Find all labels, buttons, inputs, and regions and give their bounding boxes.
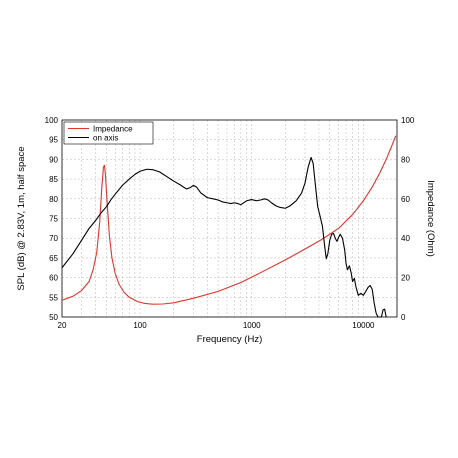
y-tick-labels: 50 55 60 65 70 75 80 85 90 95 100 (45, 116, 59, 322)
x-tick-labels: 20 100 1000 10000 (58, 321, 376, 330)
y-axis-label: SPL (dB) @ 2.83V, 1m, half space (16, 146, 27, 290)
y2-tick-label: 60 (401, 195, 410, 204)
y-tick-label: 70 (49, 234, 58, 243)
legend-label-on-axis: on axis (93, 134, 118, 143)
x-tick-label: 1000 (243, 321, 261, 330)
plot-frame (61, 119, 398, 318)
y2-tick-label: 0 (401, 313, 406, 322)
y2-tick-label: 20 (401, 274, 410, 283)
x-tick-label: 100 (133, 321, 147, 330)
series-line-impedance (61, 135, 397, 305)
y-tick-label: 80 (49, 195, 58, 204)
legend-box (63, 121, 154, 145)
y2-tick-label: 40 (401, 234, 410, 243)
series-line-on-axis (61, 156, 387, 318)
y-tick-label: 85 (49, 175, 58, 184)
y-tick-label: 90 (49, 155, 58, 164)
series-lines (61, 135, 397, 318)
y2-tick-label: 80 (401, 155, 410, 164)
y-tick-label: 75 (49, 215, 58, 224)
y-tick-label: 50 (49, 313, 58, 322)
y-tick-label: 100 (45, 116, 59, 125)
x-tick-label: 10000 (352, 321, 375, 330)
y-tick-label: 65 (49, 254, 58, 263)
y2-axis-label: Impedance (Ohm) (425, 180, 436, 257)
x-axis-label: Frequency (Hz) (197, 334, 262, 345)
y2-tick-label: 100 (401, 116, 415, 125)
legend-label-impedance: Impedance (93, 125, 133, 134)
x-tick-label: 20 (58, 321, 67, 330)
y-tick-label: 60 (49, 274, 58, 283)
y2-tick-labels: 0 20 40 60 80 100 (401, 116, 415, 322)
y-tick-label: 55 (49, 293, 58, 302)
grid (62, 120, 397, 317)
y-tick-label: 95 (49, 136, 58, 145)
